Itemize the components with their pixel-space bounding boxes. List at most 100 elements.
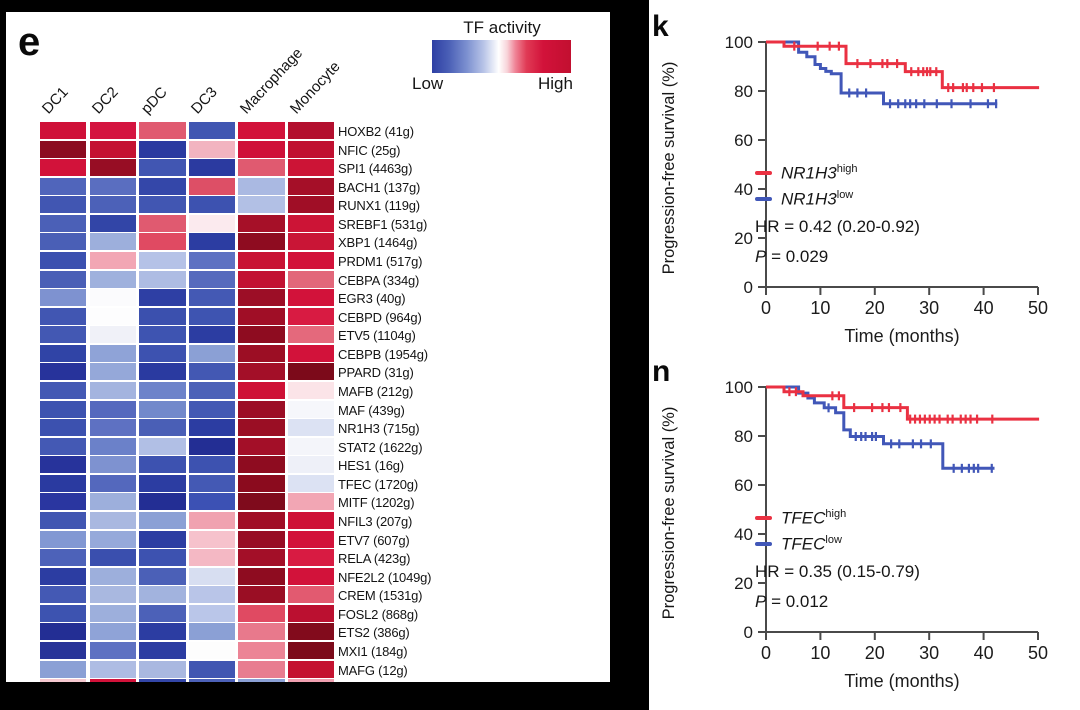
legend-label: TFEChigh — [781, 507, 847, 528]
heatmap-cell — [89, 344, 136, 362]
heatmap-cell — [139, 140, 186, 158]
heatmap-cell — [40, 251, 87, 269]
heatmap-cell — [188, 270, 236, 288]
heatmap-row-label: FOSL2 (868g) — [338, 606, 418, 622]
heatmap-cell — [40, 493, 87, 511]
legend-label: TFEClow — [781, 533, 842, 554]
heatmap-cell — [139, 270, 186, 288]
panel-n-stats: HR = 0.35 (0.15-0.79) P = 0.012 — [755, 562, 920, 612]
heatmap-cell — [188, 251, 236, 269]
heatmap-row-label: SREBF1 (531g) — [338, 216, 428, 232]
heatmap-cell — [139, 586, 186, 604]
legend-label: NR1H3high — [781, 162, 858, 183]
svg-text:50: 50 — [1028, 298, 1048, 318]
svg-text:80: 80 — [734, 427, 753, 446]
heatmap-cell — [288, 289, 335, 307]
heatmap-row-label: MAF (439g) — [338, 402, 405, 418]
svg-text:20: 20 — [734, 229, 753, 248]
heatmap-cell — [40, 604, 87, 622]
heatmap-cell — [238, 159, 285, 177]
heatmap-cell — [188, 641, 236, 659]
heatmap-cell — [188, 474, 236, 492]
heatmap-cell — [40, 159, 87, 177]
svg-text:40: 40 — [974, 643, 994, 663]
heatmap-cell — [188, 511, 236, 529]
heatmap-cell — [238, 679, 285, 682]
heatmap-cell — [238, 604, 285, 622]
panel-e-figure: e TF activity Low High DC1 DC2 pDC DC3 Macro… — [6, 12, 610, 682]
svg-text:0: 0 — [744, 278, 753, 297]
svg-text:20: 20 — [865, 298, 885, 318]
heatmap-cell — [89, 400, 136, 418]
heatmap-cell — [40, 214, 87, 232]
heatmap-cell — [40, 400, 87, 418]
heatmap-cell — [89, 623, 136, 641]
svg-text:0: 0 — [761, 643, 771, 663]
heatmap-cell — [89, 437, 136, 455]
heatmap-cell — [188, 623, 236, 641]
heatmap-cell — [288, 177, 335, 195]
panel-k-stats: HR = 0.42 (0.20-0.92) P = 0.029 — [755, 217, 920, 267]
heatmap-cell — [238, 567, 285, 585]
heatmap-row-label: HOXB2 (41g) — [338, 124, 414, 139]
heatmap-cell — [288, 251, 335, 269]
heatmap-cell — [40, 474, 87, 492]
heatmap-cell — [288, 140, 335, 158]
heatmap-row-label: CEBPD (964g) — [338, 309, 422, 325]
heatmap-cell — [288, 437, 335, 455]
svg-text:0: 0 — [744, 623, 753, 642]
svg-text:Time (months): Time (months) — [844, 671, 959, 691]
heatmap-cell — [188, 437, 236, 455]
heatmap-cell — [188, 363, 236, 381]
heatmap-row-label: PRDM1 (517g) — [338, 253, 423, 269]
km-curve-tfec-high — [766, 385, 1040, 421]
heatmap-cell — [139, 326, 186, 344]
heatmap-cell — [40, 140, 87, 158]
heatmap-cell — [238, 474, 285, 492]
panel-n-legend: TFEChigh TFEClow — [755, 505, 846, 557]
heatmap-cell — [288, 122, 335, 139]
heatmap-cell — [40, 530, 87, 548]
heatmap-cell — [238, 344, 285, 362]
heatmap-cell — [139, 679, 186, 682]
heatmap-row-label: HES1 (16g) — [338, 458, 404, 474]
heatmap-cell — [40, 623, 87, 641]
heatmap-cell — [188, 400, 236, 418]
heatmap-cell — [288, 641, 335, 659]
heatmap-row-label: MITF (1202g) — [338, 495, 415, 511]
heatmap-cell — [40, 344, 87, 362]
tf-legend-high-label: High — [538, 74, 573, 93]
svg-text:30: 30 — [919, 298, 939, 318]
heatmap-cell — [288, 567, 335, 585]
heatmap-cell — [89, 233, 136, 251]
heatmap-cell — [139, 381, 186, 399]
heatmap-cell — [40, 456, 87, 474]
heatmap-cell — [288, 419, 335, 437]
heatmap-cell — [89, 122, 136, 139]
heatmap-row-label: STAT2 (1622g) — [338, 439, 423, 455]
heatmap-cell — [288, 159, 335, 177]
heatmap-cell — [288, 307, 335, 325]
heatmap-cell — [89, 549, 136, 567]
heatmap-cell — [238, 122, 285, 139]
hazard-ratio-text: HR = 0.42 (0.20-0.92) — [755, 217, 920, 236]
heatmap-cell — [238, 381, 285, 399]
heatmap-cell — [89, 493, 136, 511]
heatmap-cell — [40, 289, 87, 307]
heatmap-cell — [188, 530, 236, 548]
heatmap-cell — [288, 233, 335, 251]
heatmap-cell — [188, 381, 236, 399]
heatmap-cell — [238, 493, 285, 511]
heatmap-cell — [238, 511, 285, 529]
km-legend-entry-low: NR1H3low — [755, 186, 858, 212]
heatmap-cell — [139, 474, 186, 492]
heatmap-cell — [139, 289, 186, 307]
heatmap-cell — [40, 437, 87, 455]
heatmap-cell — [188, 177, 236, 195]
heatmap-cell — [139, 122, 186, 139]
svg-text:40: 40 — [734, 525, 753, 544]
heatmap-cell — [238, 270, 285, 288]
legend-dash-icon — [755, 542, 772, 546]
heatmap-cell — [139, 660, 186, 678]
